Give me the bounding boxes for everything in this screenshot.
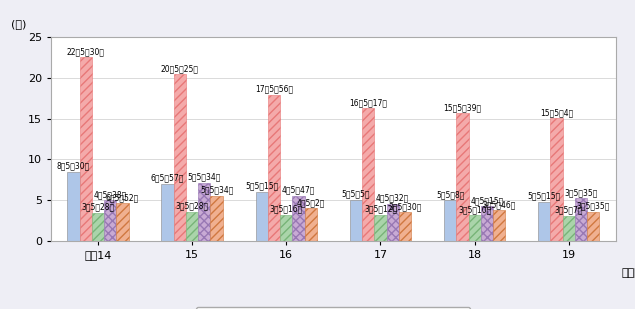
Text: 5分5秒34秒: 5分5秒34秒: [188, 172, 221, 181]
Bar: [563, 216, 575, 241]
Text: 3分5秒7秒: 3分5秒7秒: [554, 205, 583, 214]
Text: 3分5秒30秒: 3分5秒30秒: [388, 202, 422, 211]
Bar: [161, 184, 174, 241]
Text: 3分5秒16秒: 3分5秒16秒: [270, 204, 303, 213]
Text: 17分5秒56秒: 17分5秒56秒: [255, 84, 293, 94]
Legend: 加入電話, ISDN, 携帯電話, PHS, IP電話: 加入電話, ISDN, 携帯電話, PHS, IP電話: [196, 307, 471, 309]
Bar: [186, 212, 198, 241]
Bar: [198, 183, 210, 241]
Text: 3分5秒28秒: 3分5秒28秒: [81, 202, 114, 212]
Text: 4分5秒15秒: 4分5秒15秒: [471, 196, 504, 205]
Text: 3分5秒46秒: 3分5秒46秒: [483, 200, 516, 209]
Text: 5分5秒15秒: 5分5秒15秒: [528, 191, 561, 200]
Text: 20分5秒25秒: 20分5秒25秒: [161, 64, 199, 73]
Text: 3分5秒35秒: 3分5秒35秒: [577, 201, 610, 210]
Text: 4分5秒32秒: 4分5秒32秒: [376, 194, 410, 203]
Text: 5分5秒15秒: 5分5秒15秒: [245, 182, 278, 191]
Text: 4分5秒2秒: 4分5秒2秒: [297, 198, 325, 207]
Bar: [292, 196, 305, 241]
Bar: [387, 204, 399, 241]
Bar: [538, 201, 551, 241]
Bar: [493, 210, 505, 241]
Text: 3分5秒12秒: 3分5秒12秒: [364, 205, 397, 214]
Bar: [362, 108, 375, 241]
Bar: [256, 192, 268, 241]
Text: 3分5秒28秒: 3分5秒28秒: [175, 201, 209, 210]
Text: 4分5秒38秒: 4分5秒38秒: [93, 190, 127, 199]
Text: 6分5秒57秒: 6分5秒57秒: [151, 174, 184, 183]
Bar: [268, 95, 280, 241]
Bar: [469, 215, 481, 241]
Bar: [210, 196, 223, 241]
Bar: [174, 74, 186, 241]
Bar: [280, 214, 292, 241]
Bar: [350, 200, 362, 241]
Text: (分): (分): [11, 19, 27, 29]
Bar: [104, 200, 116, 241]
Bar: [575, 198, 587, 241]
Text: 4分5秒47秒: 4分5秒47秒: [282, 185, 315, 194]
Text: 15分5秒4秒: 15分5秒4秒: [540, 108, 573, 117]
Bar: [67, 172, 79, 241]
Text: （年度）: （年度）: [622, 268, 635, 277]
Text: 5分5秒34秒: 5分5秒34秒: [200, 185, 233, 194]
Bar: [399, 213, 411, 241]
Bar: [587, 212, 599, 241]
Text: 3分5秒10秒: 3分5秒10秒: [458, 205, 491, 214]
Bar: [92, 213, 104, 241]
Text: 16分5秒17秒: 16分5秒17秒: [349, 98, 387, 107]
Bar: [457, 113, 469, 241]
Bar: [481, 206, 493, 241]
Text: 5分5秒5秒: 5分5秒5秒: [342, 189, 370, 198]
Text: 8分5秒30秒: 8分5秒30秒: [57, 162, 90, 171]
Text: 3分5秒35秒: 3分5秒35秒: [565, 188, 598, 197]
Bar: [116, 203, 128, 241]
Text: 5分5秒8秒: 5分5秒8秒: [436, 190, 464, 199]
Text: 22分5秒30秒: 22分5秒30秒: [67, 47, 105, 56]
Bar: [305, 208, 317, 241]
Text: 6分5秒52秒: 6分5秒52秒: [106, 193, 139, 202]
Bar: [444, 200, 457, 241]
Bar: [375, 215, 387, 241]
Bar: [551, 118, 563, 241]
Text: 15分5秒39秒: 15分5秒39秒: [443, 103, 481, 112]
Bar: [79, 57, 92, 241]
